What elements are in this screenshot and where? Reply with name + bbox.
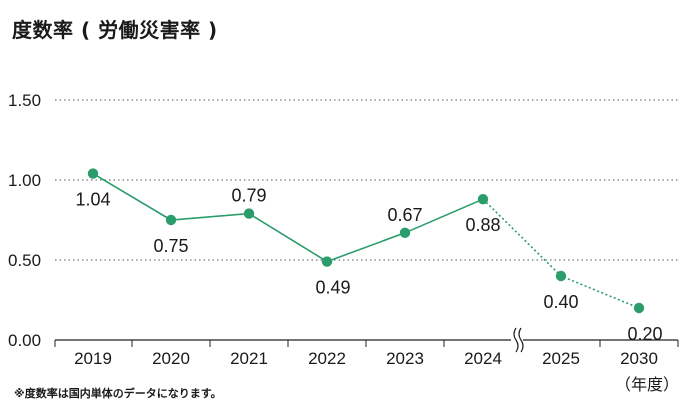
data-label: 0.79 [231, 186, 266, 206]
x-tick-label: 2020 [152, 349, 190, 368]
data-point [243, 208, 255, 219]
data-label: 0.49 [315, 278, 350, 298]
x-tick-label: 2023 [386, 349, 424, 368]
y-tick-label: 1.50 [8, 91, 41, 110]
data-point [555, 270, 567, 282]
actual-series-line [92, 172, 484, 263]
data-label: 0.75 [153, 236, 188, 256]
x-unit-label: （年度） [615, 375, 679, 394]
x-tick-label: 2021 [230, 349, 268, 368]
x-axis-ticks: 2019 2020 2021 2022 2023 2024 2025 2030 [54, 340, 679, 368]
x-tick-label: 2022 [308, 349, 346, 368]
data-point [87, 168, 99, 179]
y-tick-label: 0.50 [8, 251, 41, 270]
chart-title: 度数率 ( 労働災害率 ) [12, 18, 218, 42]
data-labels: 1.04 0.75 0.79 0.49 0.67 0.88 0.40 0.20 [75, 186, 662, 344]
data-point [399, 227, 411, 238]
y-axis-ticks: 0.00 0.50 1.00 1.50 [8, 91, 41, 350]
axis-break-mark [511, 326, 524, 354]
grid-lines [55, 99, 678, 341]
data-label: 0.40 [543, 292, 578, 312]
data-point [321, 256, 333, 267]
data-point [477, 194, 489, 205]
data-points [87, 168, 645, 314]
x-tick-label: 2019 [74, 349, 112, 368]
data-label: 0.67 [387, 205, 422, 225]
y-tick-label: 0.00 [8, 331, 41, 350]
data-point [633, 302, 645, 314]
x-tick-label: 2024 [464, 349, 502, 368]
footnote: ※度数率は国内単体のデータになります。 [14, 387, 222, 400]
data-label: 0.88 [465, 215, 500, 235]
data-point [165, 214, 177, 226]
y-tick-label: 1.00 [8, 171, 41, 190]
axis-break-line-2 [518, 327, 524, 353]
x-tick-label: 2030 [620, 349, 658, 368]
x-tick-label: 2025 [542, 349, 580, 368]
data-label: 0.20 [627, 324, 662, 344]
data-label: 1.04 [75, 190, 110, 210]
axis-break-line-1 [513, 327, 519, 353]
